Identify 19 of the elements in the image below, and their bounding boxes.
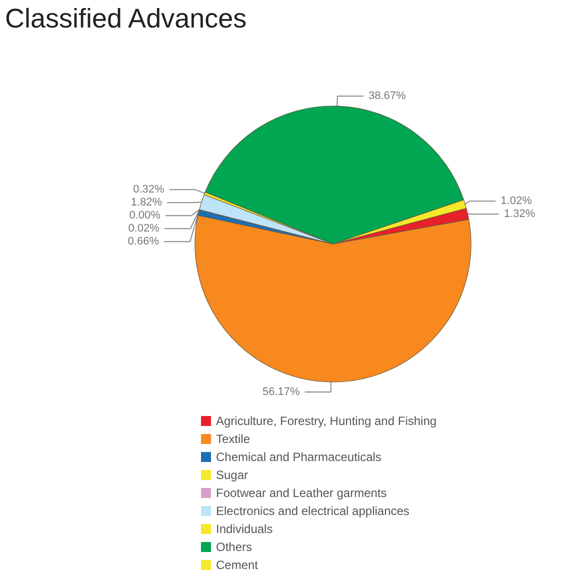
data-label: 38.67% [368,90,406,102]
legend-label: Chemical and Pharmaceuticals [216,450,382,464]
data-label: 0.32% [133,184,165,196]
text: 0.00% [129,210,160,222]
legend-label: Footwear and Leather garments [216,486,387,500]
data-label: 0.66% [128,236,160,248]
chart-title: Classified Advances [5,4,247,34]
legend-label: Agriculture, Forestry, Hunting and Fishing [216,414,437,428]
data-label: 1.02% [500,195,532,208]
legend-label: Textile [216,432,250,446]
data-label: 56.17% [262,386,300,398]
legend-label: Individuals [216,522,273,536]
data-label: 0.02% [128,222,160,235]
data-label: 1.82% [130,196,162,209]
data-label: 1.32% [504,208,536,220]
legend-label: Cement [216,558,259,572]
legend-label: Electronics and electrical appliances [216,504,410,518]
legend-label: Sugar [216,468,248,482]
legend-label: Others [216,540,252,554]
